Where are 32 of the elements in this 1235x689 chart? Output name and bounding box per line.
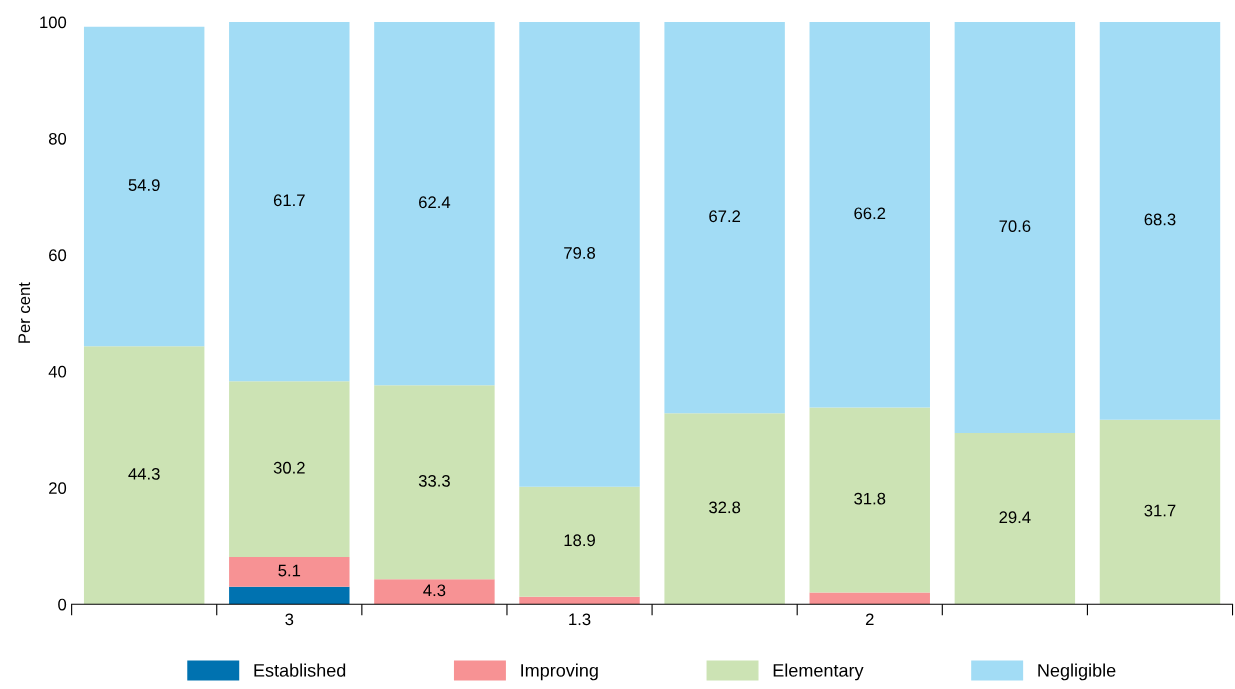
data-label: 31.8 xyxy=(854,492,886,505)
legend-label: Improving xyxy=(521,663,598,681)
data-label: 67.2 xyxy=(709,210,741,223)
data-label: 68.3 xyxy=(1144,213,1176,226)
legend-label: Established xyxy=(254,663,346,677)
data-label: 18.9 xyxy=(564,534,595,547)
data-label: 44.3 xyxy=(128,467,160,480)
data-label: 79.8 xyxy=(564,247,596,259)
legend-label: Elementary xyxy=(773,663,864,681)
data-label: 3 xyxy=(285,613,294,626)
data-label: 61.7 xyxy=(273,194,305,207)
legend-label: Negligible xyxy=(1038,663,1116,681)
data-label: 4.3 xyxy=(423,584,446,597)
data-label: 33.3 xyxy=(418,474,450,487)
y-tick-label: 0 xyxy=(58,598,67,611)
y-axis-title: Per cent xyxy=(18,282,31,343)
data-label: 30.2 xyxy=(273,461,305,474)
y-tick-label: 40 xyxy=(48,365,67,378)
y-tick-label: 100 xyxy=(40,16,67,29)
data-label: 62.4 xyxy=(419,196,451,209)
data-label: 29.4 xyxy=(999,511,1031,524)
y-tick-label: 60 xyxy=(49,249,67,262)
y-tick-label: 20 xyxy=(49,482,67,495)
data-label: 2 xyxy=(865,613,874,626)
data-label: 32.8 xyxy=(709,501,741,514)
data-label: 1.3 xyxy=(569,613,591,626)
data-label: 5.1 xyxy=(278,564,301,577)
data-label: 70.6 xyxy=(999,220,1031,233)
data-label: 54.9 xyxy=(128,179,160,191)
y-tick-label: 80 xyxy=(48,132,67,145)
data-label: 31.7 xyxy=(1144,504,1176,517)
data-label: 66.2 xyxy=(854,207,886,220)
